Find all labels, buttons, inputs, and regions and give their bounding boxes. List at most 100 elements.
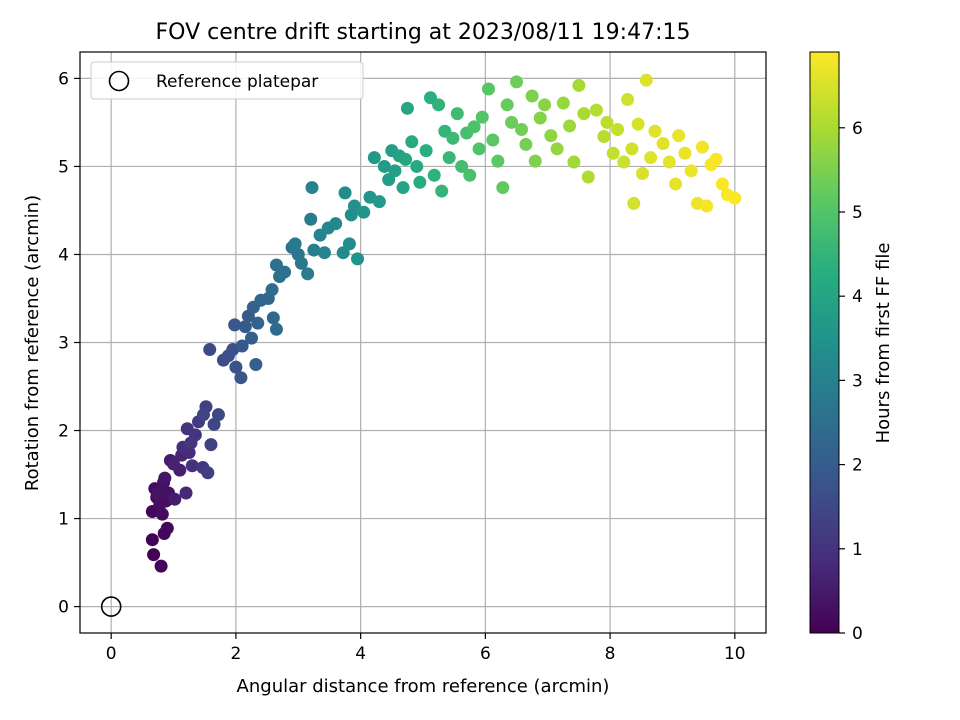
x-axis-ticks: 0 2 4 6 8 10 <box>106 633 746 664</box>
colorbar-tick-label: 6 <box>852 119 863 139</box>
y-tick-label: 3 <box>58 334 69 354</box>
data-point <box>396 181 410 195</box>
y-tick-label: 2 <box>58 422 69 442</box>
data-point <box>631 117 645 131</box>
data-point <box>486 133 500 147</box>
data-point <box>463 168 477 182</box>
data-point <box>678 146 692 160</box>
reference-platepar-marker <box>100 596 122 617</box>
data-point <box>597 130 611 144</box>
colorbar-tick-label: 4 <box>852 287 863 307</box>
data-point <box>249 358 263 372</box>
data-point <box>372 195 386 209</box>
data-point <box>185 459 199 473</box>
colorbar-ticks: 0 1 2 3 4 5 6 <box>839 119 863 644</box>
data-point <box>644 151 658 165</box>
data-point <box>621 93 635 107</box>
data-point <box>304 212 318 226</box>
data-point <box>266 311 280 325</box>
colorbar: 0 1 2 3 4 5 6 Hours from first FF file <box>809 51 894 644</box>
data-point <box>432 98 446 112</box>
data-point <box>338 186 352 200</box>
legend-marker-open-circle <box>108 70 130 92</box>
y-tick-label: 4 <box>58 245 69 265</box>
data-point <box>577 107 591 121</box>
x-tick-label: 10 <box>724 644 746 664</box>
x-tick-label: 8 <box>605 644 616 664</box>
data-point <box>567 155 581 169</box>
data-point <box>550 142 564 156</box>
y-tick-label: 0 <box>58 598 69 618</box>
y-tick-label: 6 <box>58 69 69 89</box>
data-point <box>475 110 489 124</box>
data-point <box>201 466 215 480</box>
y-tick-label: 5 <box>58 157 69 177</box>
data-point <box>525 89 539 103</box>
data-point <box>700 199 714 213</box>
data-point <box>238 320 252 334</box>
data-point <box>158 471 172 485</box>
data-point <box>636 166 650 180</box>
data-point <box>184 436 198 450</box>
data-point <box>288 237 302 251</box>
data-point <box>446 131 460 145</box>
data-point <box>228 318 242 332</box>
data-point <box>367 151 381 165</box>
data-point <box>147 548 161 562</box>
data-point <box>544 129 558 143</box>
data-point <box>245 331 258 345</box>
data-points <box>145 73 742 573</box>
data-point <box>342 237 356 251</box>
data-point <box>400 101 414 115</box>
data-point <box>572 78 586 92</box>
x-tick-label: 4 <box>355 644 366 664</box>
data-point <box>294 256 308 270</box>
data-point <box>519 137 533 151</box>
data-point <box>435 184 449 198</box>
data-point <box>496 181 510 195</box>
chart-title: FOV centre drift starting at 2023/08/11 … <box>156 20 691 45</box>
data-point <box>388 164 402 178</box>
data-point <box>229 360 243 374</box>
legend-entry-reference-platepar: Reference platepar <box>156 72 318 92</box>
x-axis-label: Angular distance from reference (arcmin) <box>237 676 610 697</box>
data-point <box>505 115 519 129</box>
data-point <box>627 196 641 210</box>
data-point <box>347 199 361 213</box>
legend-box <box>90 61 364 100</box>
data-point <box>528 154 542 168</box>
colorbar-label: Hours from first FF file <box>873 243 894 444</box>
data-point <box>606 146 620 160</box>
data-point <box>589 103 603 117</box>
data-point <box>695 140 709 154</box>
y-axis-label: Rotation from reference (arcmin) <box>22 195 43 491</box>
data-point <box>234 371 248 385</box>
data-point <box>207 417 221 431</box>
data-point <box>500 98 514 112</box>
data-point <box>357 205 371 219</box>
x-tick-label: 6 <box>480 644 491 664</box>
data-point <box>410 159 424 173</box>
data-point <box>728 191 742 205</box>
data-point <box>196 408 210 422</box>
data-point <box>533 111 547 125</box>
data-point <box>305 181 319 195</box>
data-point <box>269 322 283 336</box>
data-point <box>491 154 505 168</box>
data-point <box>307 243 321 257</box>
x-tick-label: 2 <box>230 644 241 664</box>
x-tick-label: 0 <box>106 644 117 664</box>
data-point <box>204 438 218 452</box>
data-point <box>442 151 456 165</box>
data-point <box>168 492 182 506</box>
data-point <box>154 559 168 573</box>
data-point <box>563 119 577 133</box>
colorbar-tick-label: 0 <box>852 624 863 644</box>
y-tick-label: 1 <box>58 510 69 530</box>
data-point <box>662 155 676 169</box>
data-point <box>317 246 331 260</box>
data-point <box>672 129 686 143</box>
data-point <box>329 217 343 231</box>
data-point <box>278 265 292 279</box>
